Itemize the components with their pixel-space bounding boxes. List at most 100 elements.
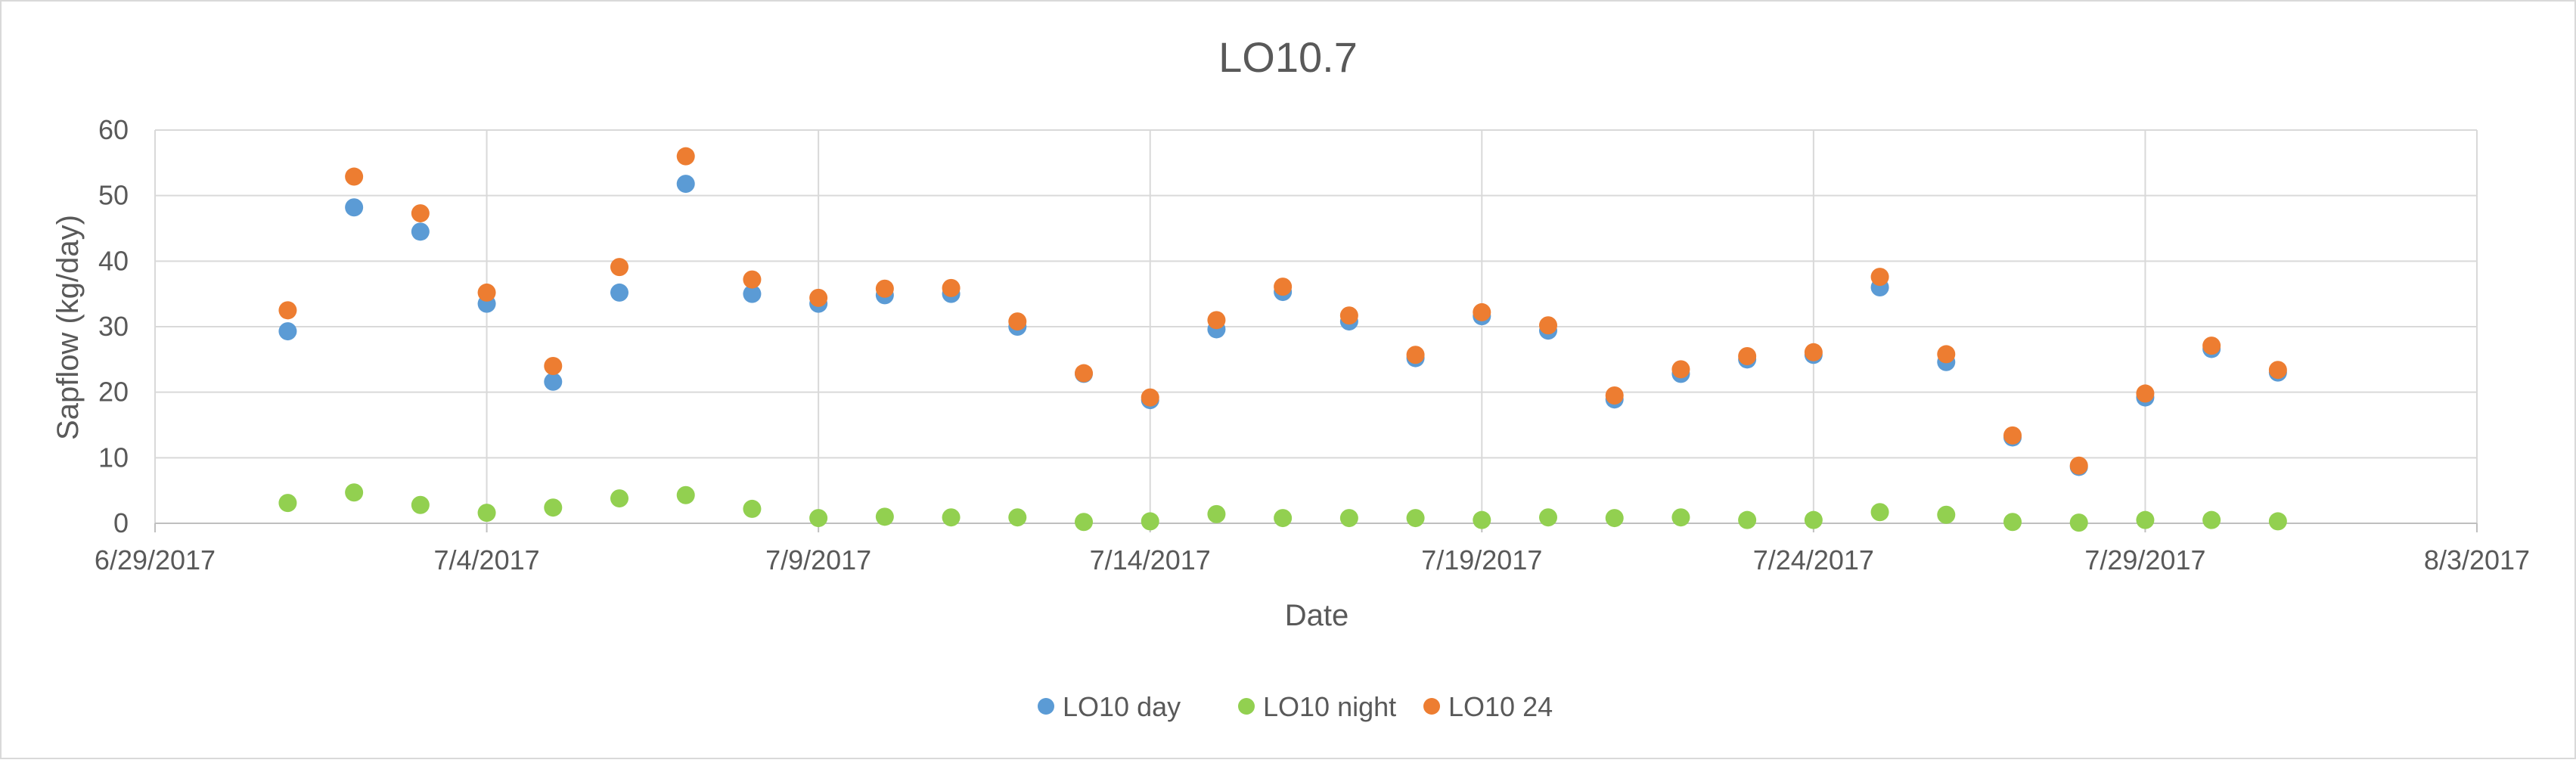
data-point	[1738, 510, 1757, 529]
y-axis-title: Sapflow (kg/day)	[51, 215, 85, 440]
data-point	[1141, 388, 1159, 407]
data-point	[1605, 509, 1624, 528]
x-axis-title: Date	[1285, 599, 1349, 632]
data-point	[676, 147, 695, 166]
series-lo10-night	[278, 483, 2287, 532]
data-point	[1937, 505, 1956, 524]
data-point	[411, 204, 430, 223]
legend-item: LO10 24	[1423, 691, 1553, 722]
data-points	[278, 147, 2287, 532]
gridlines	[154, 129, 2478, 524]
x-tick-label: 7/9/2017	[765, 544, 871, 575]
data-point	[743, 284, 762, 303]
data-point	[1339, 509, 1358, 528]
data-point	[1473, 510, 1491, 529]
y-tick-label: 40	[98, 245, 129, 276]
data-point	[2268, 512, 2287, 531]
data-point	[1671, 508, 1690, 527]
data-point	[2003, 513, 2022, 532]
data-point	[1207, 504, 1226, 523]
legend-item: LO10 night	[1238, 691, 1396, 722]
legend-item: LO10 day	[1038, 691, 1181, 722]
data-point	[1671, 360, 1690, 379]
x-tick-label: 7/29/2017	[2084, 544, 2205, 575]
data-point	[942, 508, 961, 527]
y-tick-label: 50	[98, 180, 129, 211]
data-point	[477, 504, 496, 523]
x-tick-label: 7/19/2017	[1421, 544, 1542, 575]
data-point	[1008, 312, 1027, 331]
data-point	[2003, 426, 2022, 445]
data-point	[1075, 513, 1093, 532]
data-point	[1406, 346, 1425, 364]
data-point	[477, 283, 496, 302]
legend-label: LO10 24	[1448, 691, 1553, 722]
y-tick-label: 10	[98, 442, 129, 473]
data-point	[544, 357, 563, 375]
data-point	[1274, 278, 1293, 296]
y-tick-label: 60	[98, 114, 129, 145]
data-point	[1804, 343, 1823, 361]
legend-label: LO10 night	[1263, 691, 1396, 722]
data-point	[743, 499, 762, 518]
data-point	[1008, 508, 1027, 527]
data-point	[2268, 361, 2287, 380]
data-point	[278, 301, 297, 320]
data-point	[1141, 512, 1159, 531]
data-point	[345, 198, 364, 217]
data-point	[809, 509, 828, 528]
data-point	[809, 288, 828, 307]
data-point	[1870, 268, 1889, 287]
data-point	[1075, 364, 1093, 383]
data-point	[1539, 508, 1557, 527]
data-point	[1937, 345, 1956, 364]
data-point	[610, 283, 628, 302]
data-point	[345, 483, 364, 502]
data-point	[1605, 386, 1624, 405]
data-point	[1207, 311, 1226, 330]
legend-marker	[1038, 698, 1054, 715]
data-point	[2202, 337, 2221, 355]
y-tick-label: 30	[98, 311, 129, 342]
legend-marker	[1238, 698, 1255, 715]
data-point	[1804, 510, 1823, 529]
data-point	[278, 494, 297, 513]
series-lo10-24	[278, 147, 2287, 475]
data-point	[1274, 509, 1293, 528]
data-point	[2136, 510, 2155, 529]
data-point	[875, 507, 894, 526]
data-point	[676, 485, 695, 504]
x-tick-label: 6/29/2017	[95, 544, 216, 575]
data-point	[610, 258, 628, 277]
data-point	[2069, 456, 2088, 475]
data-point	[278, 322, 297, 341]
data-point	[2136, 384, 2155, 403]
chart-title: LO10.7	[1218, 33, 1358, 81]
axes: 0 10 20 30 40 50 60 6/29/2017 7/4/2017 7/9/2017 7/…	[95, 114, 2530, 575]
legend-label: LO10 day	[1063, 691, 1181, 722]
data-point	[411, 222, 430, 241]
data-point	[1539, 316, 1557, 335]
data-point	[942, 278, 961, 297]
data-point	[743, 270, 762, 289]
data-point	[610, 489, 628, 508]
legend: LO10 day LO10 night LO10 24	[1038, 691, 1553, 722]
data-point	[1870, 503, 1889, 522]
data-point	[544, 498, 563, 517]
data-point	[2069, 513, 2088, 532]
data-point	[1406, 509, 1425, 528]
data-point	[676, 175, 695, 194]
legend-marker	[1423, 698, 1440, 715]
x-tick-label: 7/4/2017	[434, 544, 540, 575]
data-point	[875, 279, 894, 298]
data-point	[1339, 306, 1358, 325]
data-point	[345, 167, 364, 186]
data-point	[411, 495, 430, 514]
data-point	[544, 372, 563, 391]
data-point	[1738, 347, 1757, 365]
y-tick-label: 0	[113, 507, 129, 538]
x-tick-label: 7/24/2017	[1753, 544, 1874, 575]
